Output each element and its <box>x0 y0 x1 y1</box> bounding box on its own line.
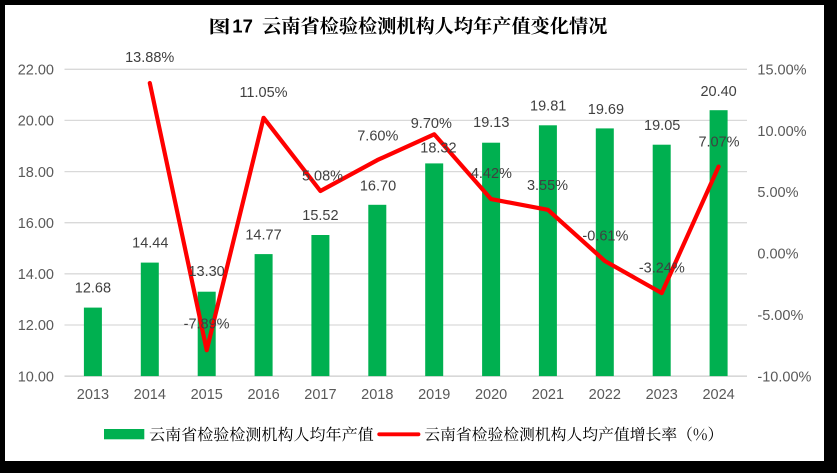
svg-text:9.70%: 9.70% <box>411 116 452 132</box>
svg-text:19.13: 19.13 <box>473 115 509 131</box>
svg-text:2022: 2022 <box>589 387 621 403</box>
svg-text:17: 17 <box>232 16 253 37</box>
svg-text:-7.89%: -7.89% <box>184 317 230 333</box>
svg-text:2019: 2019 <box>418 387 450 403</box>
svg-text:2023: 2023 <box>646 387 678 403</box>
svg-text:22.00: 22.00 <box>18 63 54 79</box>
svg-text:19.81: 19.81 <box>530 99 566 115</box>
svg-text:10.00%: 10.00% <box>757 124 806 140</box>
svg-text:0.00%: 0.00% <box>757 247 798 263</box>
svg-text:12.00: 12.00 <box>18 318 54 334</box>
svg-text:3.55%: 3.55% <box>527 178 568 194</box>
svg-text:18.32: 18.32 <box>420 140 456 156</box>
svg-text:15.52: 15.52 <box>302 208 338 224</box>
svg-text:14.00: 14.00 <box>18 267 54 283</box>
svg-text:2024: 2024 <box>702 387 734 403</box>
svg-text:2021: 2021 <box>532 387 564 403</box>
svg-text:14.44: 14.44 <box>132 236 168 252</box>
svg-text:2017: 2017 <box>304 387 336 403</box>
svg-text:16.70: 16.70 <box>360 178 396 194</box>
svg-text:-5.00%: -5.00% <box>757 308 803 324</box>
svg-text:19.69: 19.69 <box>588 102 624 118</box>
svg-text:12.68: 12.68 <box>75 280 111 296</box>
svg-text:20.00: 20.00 <box>18 114 54 130</box>
svg-text:2015: 2015 <box>191 387 223 403</box>
svg-text:5.00%: 5.00% <box>757 185 798 201</box>
svg-text:2020: 2020 <box>475 387 507 403</box>
svg-text:10.00: 10.00 <box>18 369 54 385</box>
svg-text:7.07%: 7.07% <box>698 135 739 151</box>
svg-text:2013: 2013 <box>77 387 109 403</box>
svg-text:2016: 2016 <box>247 387 279 403</box>
svg-text:16.00: 16.00 <box>18 216 54 232</box>
svg-text:18.00: 18.00 <box>18 165 54 181</box>
svg-text:11.05%: 11.05% <box>239 85 287 101</box>
svg-text:15.00%: 15.00% <box>757 63 806 79</box>
svg-text:-10.00%: -10.00% <box>757 369 811 385</box>
svg-text:13.88%: 13.88% <box>125 50 174 66</box>
svg-text:20.40: 20.40 <box>700 84 736 100</box>
svg-text:5.08%: 5.08% <box>302 168 343 184</box>
svg-text:14.77: 14.77 <box>245 227 281 243</box>
svg-text:-3.24%: -3.24% <box>639 261 685 277</box>
svg-text:13.30: 13.30 <box>188 264 224 280</box>
svg-text:2018: 2018 <box>361 387 393 403</box>
svg-text:-0.61%: -0.61% <box>582 229 628 245</box>
svg-text:7.60%: 7.60% <box>357 128 398 144</box>
svg-text:4.42%: 4.42% <box>471 166 512 182</box>
svg-text:19.05: 19.05 <box>644 118 680 134</box>
svg-text:2014: 2014 <box>134 387 166 403</box>
